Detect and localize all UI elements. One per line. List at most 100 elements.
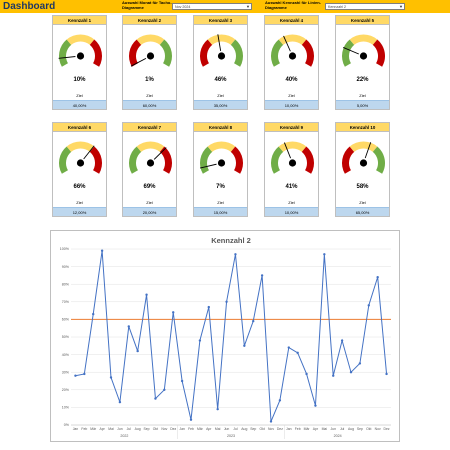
data-point <box>332 374 335 377</box>
data-point <box>136 349 139 353</box>
gauge-hub <box>288 159 297 167</box>
kpi-target-label: Ziel <box>217 200 224 205</box>
kpi-value: 10% <box>73 77 86 83</box>
gauge-zone <box>207 141 236 153</box>
kpi-card: Kennzahl 3 46% Ziel 35,00% <box>193 15 248 110</box>
x-tick-label: Nov <box>161 427 167 431</box>
kpi-target-value: 40,00% <box>53 100 106 109</box>
kpi-card-title: Kennzahl 7 <box>123 123 176 132</box>
x-tick-label: Feb <box>188 427 194 431</box>
kpi-card-title: Kennzahl 3 <box>194 16 247 25</box>
year-label: 2022 <box>120 434 128 438</box>
kpi-target-value: 10,00% <box>265 100 318 109</box>
gauge-zone <box>136 34 165 46</box>
data-point <box>278 399 282 402</box>
kpi-value: 41% <box>285 184 298 190</box>
data-point <box>180 379 184 383</box>
kpi-card: Kennzahl 9 41% Ziel 10,00% <box>264 122 319 217</box>
kpi-value: 7% <box>216 184 225 190</box>
gauge-zone <box>301 146 314 174</box>
kpi-target-label: Ziel <box>288 93 295 98</box>
x-tick-label: Dez <box>384 427 390 431</box>
kpi-card-title: Kennzahl 10 <box>336 123 389 132</box>
kpi-target-label: Ziel <box>359 200 366 205</box>
month-selector-label: Auswahl Monat für Tacho-Diagramme <box>122 0 172 10</box>
kpi-value: 46% <box>214 77 227 83</box>
kpi-card: Kennzahl 2 1% Ziel 60,00% <box>122 15 177 110</box>
kpi-card-title: Kennzahl 1 <box>53 16 106 25</box>
gauge-zone <box>372 146 385 174</box>
kpi-target-value: 35,00% <box>194 100 247 109</box>
x-tick-label: Mai <box>322 427 328 431</box>
gauge-zone <box>129 39 142 67</box>
y-tick-label: 60% <box>62 318 70 322</box>
gauge-hub <box>76 52 85 60</box>
x-tick-label: Mär <box>304 427 311 431</box>
x-tick-label: Jul <box>233 427 238 431</box>
x-tick-label: Aug <box>135 427 141 431</box>
gauge-zone <box>59 146 72 174</box>
data-point <box>260 274 264 277</box>
y-tick-label: 30% <box>62 370 70 374</box>
gauge-dial <box>271 141 314 174</box>
gauge-dial <box>59 141 102 174</box>
x-tick-label: Jun <box>330 427 336 431</box>
data-point <box>385 372 388 376</box>
y-tick-label: 40% <box>62 353 70 357</box>
gauge-dial <box>342 34 385 67</box>
gauge-hub <box>146 159 155 167</box>
x-tick-label: Mai <box>108 427 114 431</box>
gauge-dial <box>200 34 243 67</box>
line-chart-svg: Kennzahl 2 0% 10% 20% 30% 40% 50% 60% 70% 80% 90% 1… <box>60 236 391 439</box>
kpi-card-title: Kennzahl 4 <box>265 16 318 25</box>
x-tick-label: Nov <box>268 427 274 431</box>
kpi-target-label: Ziel <box>288 200 295 205</box>
x-tick-label: Sep <box>357 427 363 431</box>
data-point <box>349 371 353 374</box>
gauge-zone <box>230 146 243 174</box>
kpi-target-value: 15,00% <box>194 207 247 216</box>
data-point <box>225 300 228 303</box>
chevron-down-icon[interactable]: ▼ <box>246 4 250 9</box>
data-point <box>163 388 166 391</box>
x-tick-label: Mai <box>215 427 221 431</box>
kpi-card-title: Kennzahl 6 <box>53 123 106 132</box>
data-point <box>340 339 344 342</box>
x-tick-label: Sep <box>250 427 256 431</box>
month-select-value: Nov 2024 <box>175 5 191 9</box>
x-tick-label: Jan <box>179 427 185 431</box>
gauge-zone <box>89 39 102 67</box>
kpi-select[interactable]: Kennzahl 2 ▼ <box>325 3 405 10</box>
x-tick-label: Okt <box>153 427 158 431</box>
data-point <box>323 253 326 256</box>
gauge-zone <box>129 146 142 174</box>
gauge-zone <box>59 39 72 67</box>
gauge-zone <box>271 146 284 174</box>
y-tick-label: 50% <box>62 335 70 339</box>
chevron-down-icon[interactable]: ▼ <box>399 4 403 9</box>
data-point <box>358 362 362 365</box>
kpi-card: Kennzahl 1 10% Ziel 40,00% <box>52 15 107 110</box>
data-point <box>234 253 237 256</box>
kpi-card: Kennzahl 4 40% Ziel 10,00% <box>264 15 319 110</box>
gauge-zone <box>278 34 307 46</box>
kpi-card-title: Kennzahl 9 <box>265 123 318 132</box>
kpi-select-value: Kennzahl 2 <box>328 5 346 9</box>
kpi-card: Kennzahl 8 7% Ziel 15,00% <box>193 122 248 217</box>
gauge-hub <box>217 159 226 167</box>
kpi-target-label: Ziel <box>359 93 366 98</box>
x-tick-label: Jan <box>286 427 292 431</box>
data-point <box>269 420 273 423</box>
month-select[interactable]: Nov 2024 ▼ <box>172 3 252 10</box>
gauge-dial <box>58 34 102 67</box>
y-tick-label: 70% <box>62 300 70 304</box>
gauge-dial <box>342 141 385 174</box>
gauge-hub <box>76 159 85 167</box>
x-tick-label: Dez <box>277 427 283 431</box>
data-point <box>216 407 219 411</box>
data-point <box>83 372 86 376</box>
y-tick-label: 20% <box>62 388 70 392</box>
year-label: 2023 <box>227 434 235 438</box>
gauge-dial <box>271 34 314 67</box>
gauge-zone <box>372 39 385 67</box>
